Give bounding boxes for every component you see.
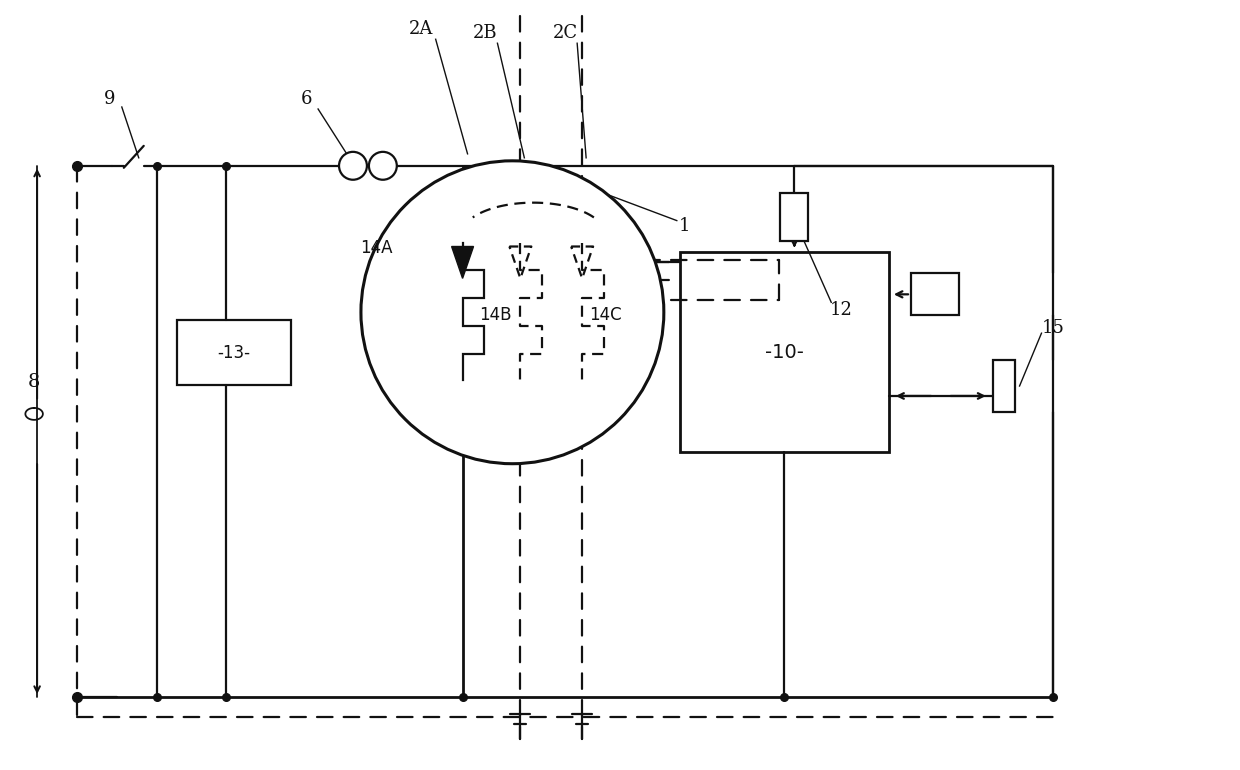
Bar [176,320,291,385]
Text: 12: 12 [830,301,853,320]
Text: 8: 8 [29,373,41,391]
Text: -10-: -10- [765,343,804,362]
Bar [993,360,1014,412]
Text: -13-: -13- [217,343,250,362]
Text: 6: 6 [300,90,312,108]
Polygon shape [451,246,474,279]
Bar [780,192,808,240]
Bar [911,273,959,315]
Circle shape [370,152,397,179]
Text: 2B: 2B [474,25,497,42]
Text: 11: 11 [926,287,944,301]
Text: 14C: 14C [589,306,621,324]
Circle shape [339,152,367,179]
Text: 2C: 2C [553,25,578,42]
Text: 14B: 14B [479,306,512,324]
Text: 1: 1 [680,216,691,235]
Bar [680,253,889,452]
Text: 15: 15 [1042,320,1065,337]
Text: 14A: 14A [360,239,392,257]
Circle shape [361,161,663,464]
Text: 2A: 2A [408,20,433,38]
Text: 9: 9 [104,90,115,108]
